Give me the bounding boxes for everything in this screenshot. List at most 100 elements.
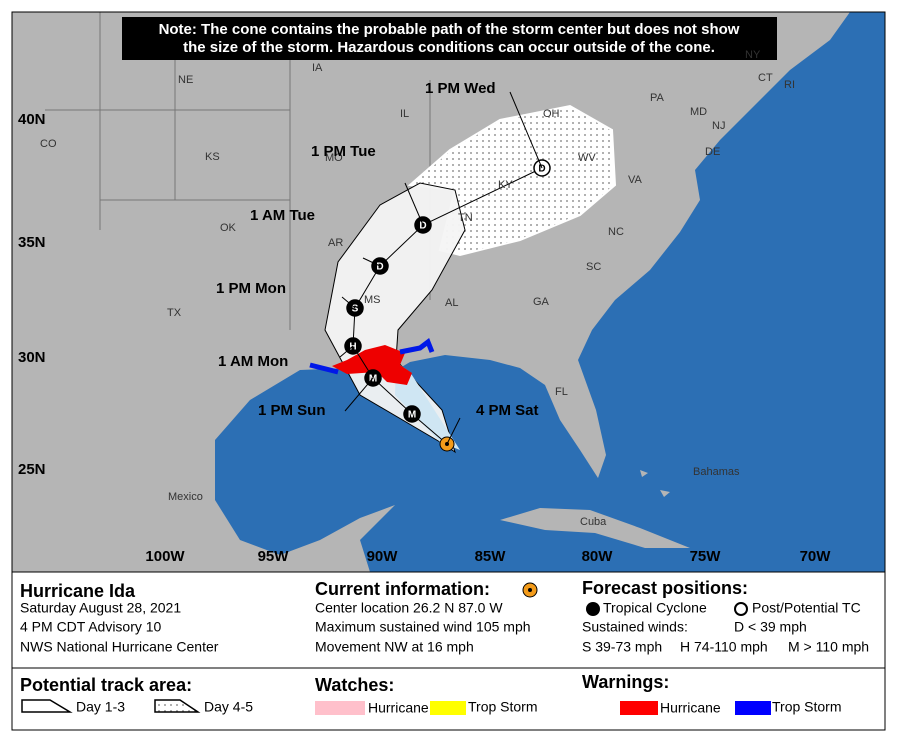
place-label: NE <box>178 74 193 86</box>
leader <box>446 417 461 445</box>
place-label: SC <box>586 261 601 273</box>
track-heading: Potential track area: <box>20 675 192 695</box>
place-label: DE <box>705 146 720 158</box>
cuba <box>500 508 690 548</box>
place-label: AL <box>445 297 458 309</box>
warnings-heading: Warnings: <box>582 672 669 692</box>
hurricane-warning-label: Hurricane <box>660 700 721 716</box>
wind: Maximum sustained wind 105 mph <box>315 619 531 635</box>
post-label: Post/Potential TC <box>752 600 861 616</box>
time-label: 1 PM Sun <box>258 402 326 419</box>
post-icon <box>734 602 748 616</box>
place-label: GA <box>533 296 550 308</box>
place-label: TN <box>458 212 473 224</box>
note: Note: The cone contains the probable pat… <box>159 21 740 38</box>
advisory: 4 PM CDT Advisory 10 <box>20 619 162 635</box>
lon-label: 80W <box>582 548 614 565</box>
place-label: CO <box>40 138 57 150</box>
h-label: H 74-110 mph <box>680 639 768 655</box>
storm-name: Hurricane Ida <box>20 581 136 601</box>
tc-icon <box>586 602 600 616</box>
lon-label: 85W <box>475 548 507 565</box>
place-label: Mexico <box>168 491 203 503</box>
place-label: MD <box>690 106 707 118</box>
d-label: D < 39 mph <box>734 619 807 635</box>
leader <box>404 182 424 226</box>
current-icon <box>528 588 532 592</box>
state-borders <box>45 12 431 330</box>
place-label: WV <box>578 152 596 164</box>
date: Saturday August 28, 2021 <box>20 600 181 616</box>
leader <box>509 91 543 169</box>
day13: Day 1-3 <box>76 699 125 715</box>
hurricane-watch-swatch <box>315 701 365 715</box>
place-label: KY <box>498 179 513 191</box>
place-label: IL <box>400 108 409 120</box>
cone-water <box>395 362 460 450</box>
leader <box>341 296 356 309</box>
tc-label: Tropical Cyclone <box>603 600 707 616</box>
point-symbol: D <box>419 221 426 232</box>
place-label: MO <box>325 152 343 164</box>
lon-label: 70W <box>800 548 832 565</box>
place-label: NJ <box>712 120 725 132</box>
bahamas <box>640 470 670 497</box>
hurricane-warning-swatch <box>620 701 658 715</box>
water <box>215 12 885 572</box>
place-label: MS <box>364 294 381 306</box>
time-label: 1 PM Tue <box>311 143 376 160</box>
place-label: OH <box>543 108 560 120</box>
place-label: Bahamas <box>693 466 740 478</box>
point-symbol: D <box>538 164 545 175</box>
time-label: 1 AM Tue <box>250 207 315 224</box>
place-label: CT <box>758 72 773 84</box>
location: Center location 26.2 N 87.0 W <box>315 600 503 616</box>
place-label: RI <box>784 79 795 91</box>
lon-label: 100W <box>145 548 185 565</box>
day45-icon <box>154 699 201 713</box>
day13-icon <box>21 699 73 713</box>
lat-label: 40N <box>18 111 46 128</box>
point-symbol: D <box>376 262 383 273</box>
place-label: OK <box>220 222 237 234</box>
place-label: NC <box>608 226 624 238</box>
source: NWS National Hurricane Center <box>20 639 219 655</box>
trop-storm-warning <box>309 338 435 375</box>
ts-watch-swatch <box>430 701 466 715</box>
place-label: VA <box>628 174 643 186</box>
hurricane-watch: Hurricane <box>368 700 429 716</box>
hurricane-warning <box>332 345 412 385</box>
place-label: Cuba <box>580 516 607 528</box>
lat-label: 30N <box>18 349 46 366</box>
s-label: S 39-73 mph <box>582 639 662 655</box>
m-label: M > 110 mph <box>788 639 869 655</box>
place-label: FL <box>555 386 568 398</box>
forecast-point <box>403 405 421 423</box>
map: M M H S D D D <box>12 12 885 572</box>
lon-label: 90W <box>367 548 399 565</box>
place-label: IA <box>312 62 323 74</box>
leader <box>362 257 381 267</box>
time-label: 1 AM Mon <box>218 353 288 370</box>
track <box>352 167 543 445</box>
forecast-heading: Forecast positions: <box>582 578 748 598</box>
place-label: AR <box>328 237 343 249</box>
point-symbol: H <box>349 342 356 353</box>
lat-label: 35N <box>18 234 46 251</box>
point-symbol: M <box>408 410 416 421</box>
note-box <box>122 17 777 60</box>
ts-warning-swatch <box>735 701 771 715</box>
ts-warning-label: Trop Storm <box>772 699 842 715</box>
current-heading: Current information: <box>315 579 490 599</box>
note: the size of the storm. Hazardous conditi… <box>183 39 715 56</box>
place-label: KS <box>205 151 220 163</box>
place-label: TX <box>167 307 182 319</box>
leader <box>339 345 354 358</box>
lon-label: 95W <box>258 548 290 565</box>
time-label: 4 PM Sat <box>476 402 539 419</box>
day45: Day 4-5 <box>204 699 253 715</box>
ts-watch: Trop Storm <box>468 699 538 715</box>
movement: Movement NW at 16 mph <box>315 639 474 655</box>
sustained: Sustained winds: <box>582 619 688 635</box>
